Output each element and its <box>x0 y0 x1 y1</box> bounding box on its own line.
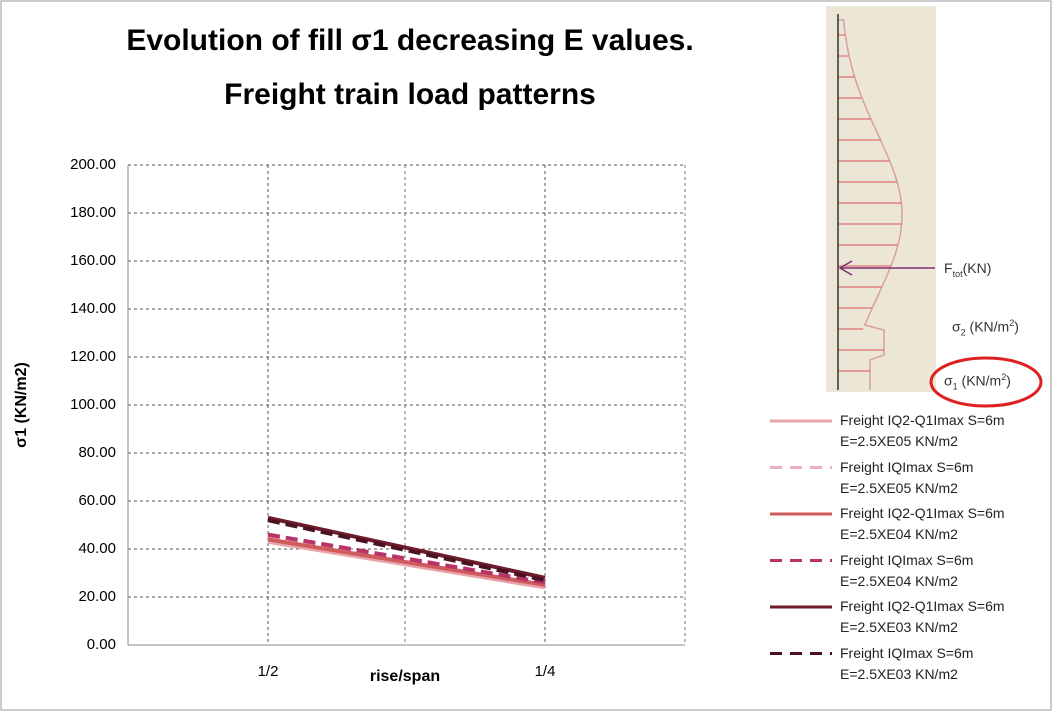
series-line <box>267 539 546 590</box>
legend-entry: Freight IQImax S=6m E=2.5XE03 KN/m2 <box>840 644 974 682</box>
y-tick-label: 200.00 <box>70 156 116 173</box>
y-tick-label: 180.00 <box>70 204 116 221</box>
series-line <box>267 532 546 585</box>
annotation: σ2 (KN/m2) <box>952 318 1019 338</box>
y-tick-label: 120.00 <box>70 348 116 365</box>
x-tick-label: 1/4 <box>535 663 556 680</box>
series-line <box>267 537 546 587</box>
legend-entry: Freight IQImax S=6m E=2.5XE04 KN/m2 <box>840 551 974 589</box>
y-tick-label: 140.00 <box>70 300 116 317</box>
y-tick-label: 20.00 <box>78 588 116 605</box>
y-tick-label: 80.00 <box>78 444 116 461</box>
series-line <box>267 518 546 583</box>
legend-entry: Freight IQ2-Q1Imax S=6m E=2.5XE05 KN/m2 <box>840 412 1005 449</box>
stress-diagram <box>826 6 936 392</box>
x-axis-label: rise/span <box>370 668 440 685</box>
chart-title: Evolution of fill σ1 decreasing E values… <box>126 24 693 57</box>
y-tick-label: 60.00 <box>78 492 116 509</box>
legend-entry: Freight IQ2-Q1Imax S=6m E=2.5XE04 KN/m2 <box>840 505 1005 542</box>
y-tick-label: 160.00 <box>70 252 116 269</box>
arrow-head <box>838 260 853 276</box>
chart-title: Freight train load patterns <box>224 78 596 111</box>
legend-entry: Freight IQImax S=6m E=2.5XE05 KN/m2 <box>840 458 974 496</box>
annotation: σ1 (KN/m2) <box>944 372 1011 392</box>
y-axis-label: σ1 (KN/m2) <box>13 362 30 448</box>
series-line <box>267 515 546 580</box>
legend-entry: Freight IQ2-Q1Imax S=6m E=2.5XE03 KN/m2 <box>840 598 1005 635</box>
highlight-ellipse <box>929 356 1043 408</box>
x-tick-label: 1/2 <box>258 663 279 680</box>
y-tick-label: 40.00 <box>78 540 116 557</box>
diagram-bg <box>826 6 936 392</box>
annotation: Ftot(KN) <box>944 260 992 279</box>
y-tick-label: 100.00 <box>70 396 116 413</box>
y-tick-label: 0.00 <box>87 636 116 653</box>
